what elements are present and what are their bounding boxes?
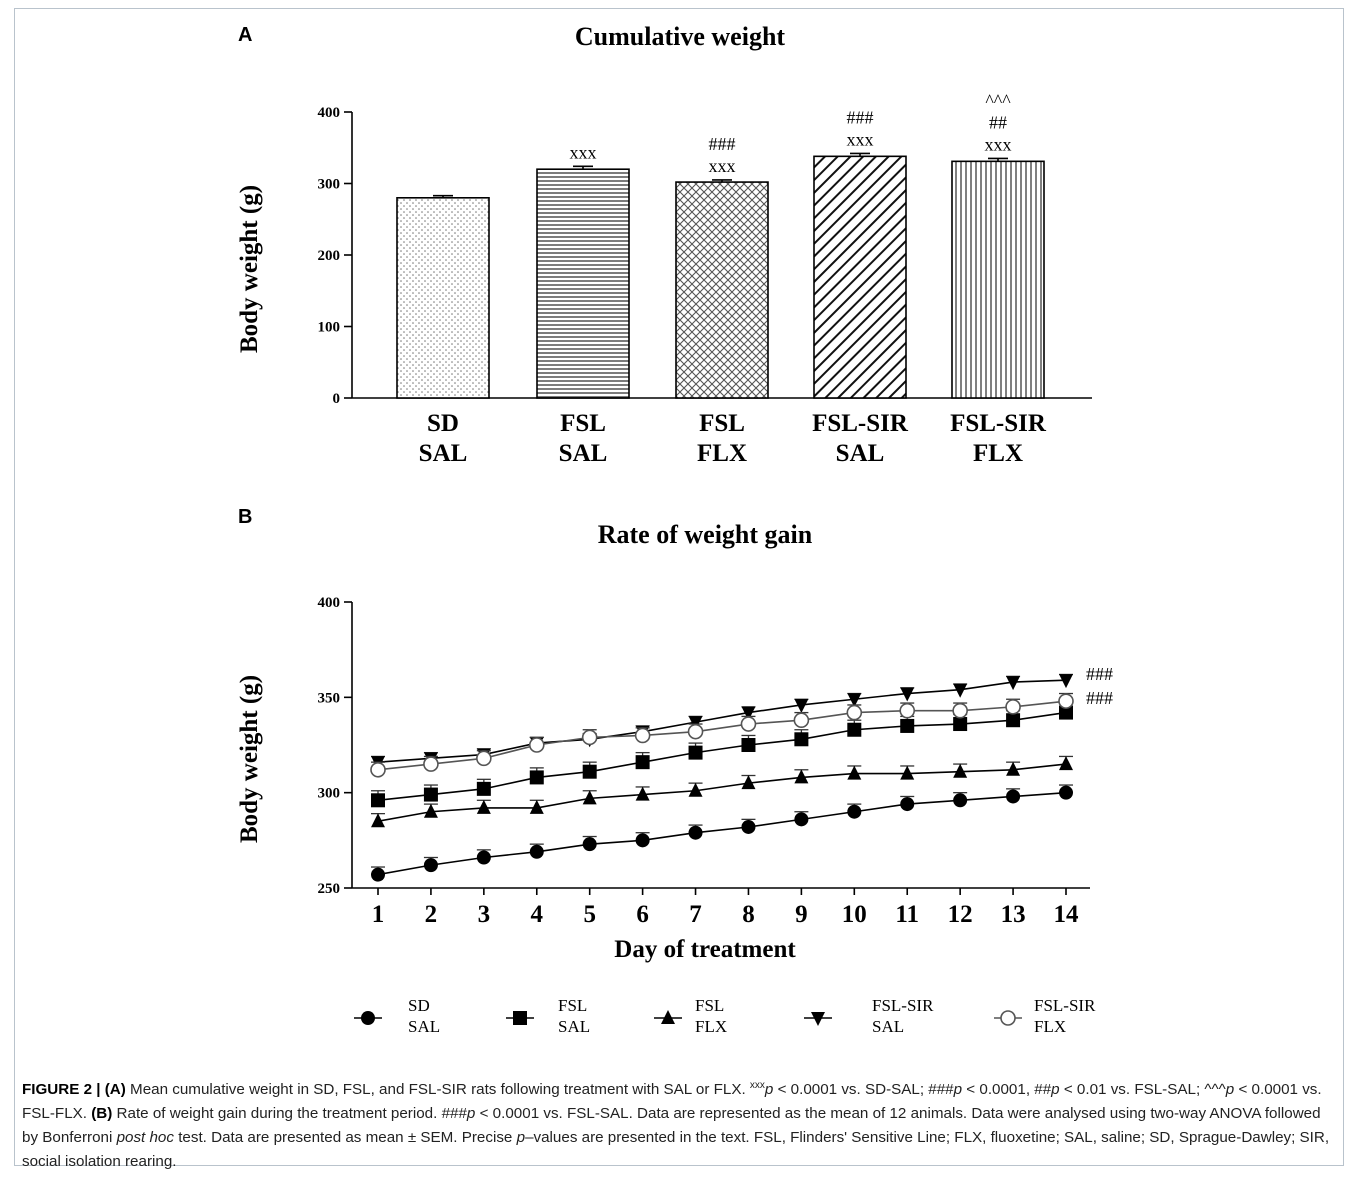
caption-italic: p	[516, 1129, 526, 1147]
caption-text: < 0.0001, ##	[962, 1081, 1052, 1099]
caption-italic: p	[1051, 1081, 1060, 1099]
significance-label: ###	[847, 107, 874, 127]
significance-label: xxx	[570, 142, 597, 162]
caption-figure-label: FIGURE 2 |	[22, 1081, 105, 1099]
y-tick-label: 300	[318, 177, 341, 193]
caption-text: test. Data are presented as mean ± SEM. …	[173, 1129, 517, 1147]
caption-text: < 0.0001 vs. FSL-SAL. Data are represent…	[22, 1105, 1321, 1147]
x-tick-label: SD	[427, 410, 459, 437]
caption-italic: p	[1225, 1081, 1235, 1099]
x-tick-label: SAL	[836, 440, 885, 467]
figure-frame	[14, 8, 1344, 1166]
chart-b-ylabel: Body weight (g)	[236, 674, 263, 844]
significance-label: ###	[709, 134, 736, 154]
caption-italic: p	[764, 1081, 774, 1099]
caption-text: –values are presented in the text. FSL, …	[22, 1129, 1330, 1171]
x-tick-label: SAL	[559, 440, 608, 467]
bar	[396, 197, 490, 399]
chart-b-title: Rate of weight gain	[597, 520, 813, 549]
caption-italic: p	[953, 1081, 963, 1099]
panel-a-letter: A	[238, 24, 253, 46]
x-tick-label: FSL	[560, 410, 606, 437]
caption-text: < 0.0001 vs. SD-SAL; ###	[773, 1081, 954, 1099]
significance-label: xxx	[847, 129, 874, 149]
significance-label: xxx	[985, 134, 1012, 154]
x-tick-label: SAL	[419, 440, 468, 467]
panel-b-letter: B	[238, 506, 253, 528]
chart-a-ylabel: Body weight (g)	[236, 184, 263, 354]
caption-text: Mean cumulative weight in SD, FSL, and F…	[125, 1081, 750, 1099]
caption-italic: p	[466, 1105, 476, 1123]
significance-label: xxx	[709, 156, 736, 176]
significance-label: ^^^	[985, 90, 1011, 110]
caption-text: < 0.01 vs. FSL-SAL; ^^^	[1059, 1081, 1226, 1099]
x-tick-label: FSL-SIR	[950, 410, 1047, 437]
significance-label: ##	[989, 112, 1007, 132]
bar	[675, 181, 769, 399]
bar	[951, 160, 1045, 399]
y-tick-label: 0	[333, 391, 341, 407]
y-tick-label: 200	[318, 248, 341, 264]
caption-text: < 0.0001 vs. FSL-FLX.	[22, 1081, 1322, 1123]
bar	[813, 155, 907, 399]
caption-superscript: xxx	[749, 1080, 765, 1091]
chart-b-xlabel: Day of treatment	[614, 936, 796, 963]
y-tick-label: 400	[318, 105, 341, 121]
bar-chart: 0 100 200 300 400 SD SAL FSL SAL FSL FLX FSL-SIR SAL…	[318, 90, 1092, 467]
caption-panel-b-ref: (B)	[91, 1105, 113, 1123]
x-tick-label: FSL-SIR	[812, 410, 909, 437]
figure-caption: FIGURE 2 | (A) Mean cumulative weight in…	[22, 1074, 1338, 1174]
caption-panel-a-ref: (A)	[104, 1081, 126, 1099]
x-tick-label: FSL	[699, 410, 745, 437]
x-tick-label: FLX	[697, 440, 747, 467]
x-tick-label: FLX	[973, 440, 1023, 467]
bar	[536, 168, 630, 399]
caption-text: Rate of weight gain during the treatment…	[112, 1105, 467, 1123]
y-tick-label: 100	[318, 320, 341, 336]
caption-italic: post hoc	[116, 1129, 174, 1147]
chart-a-title: Cumulative weight	[574, 22, 786, 51]
